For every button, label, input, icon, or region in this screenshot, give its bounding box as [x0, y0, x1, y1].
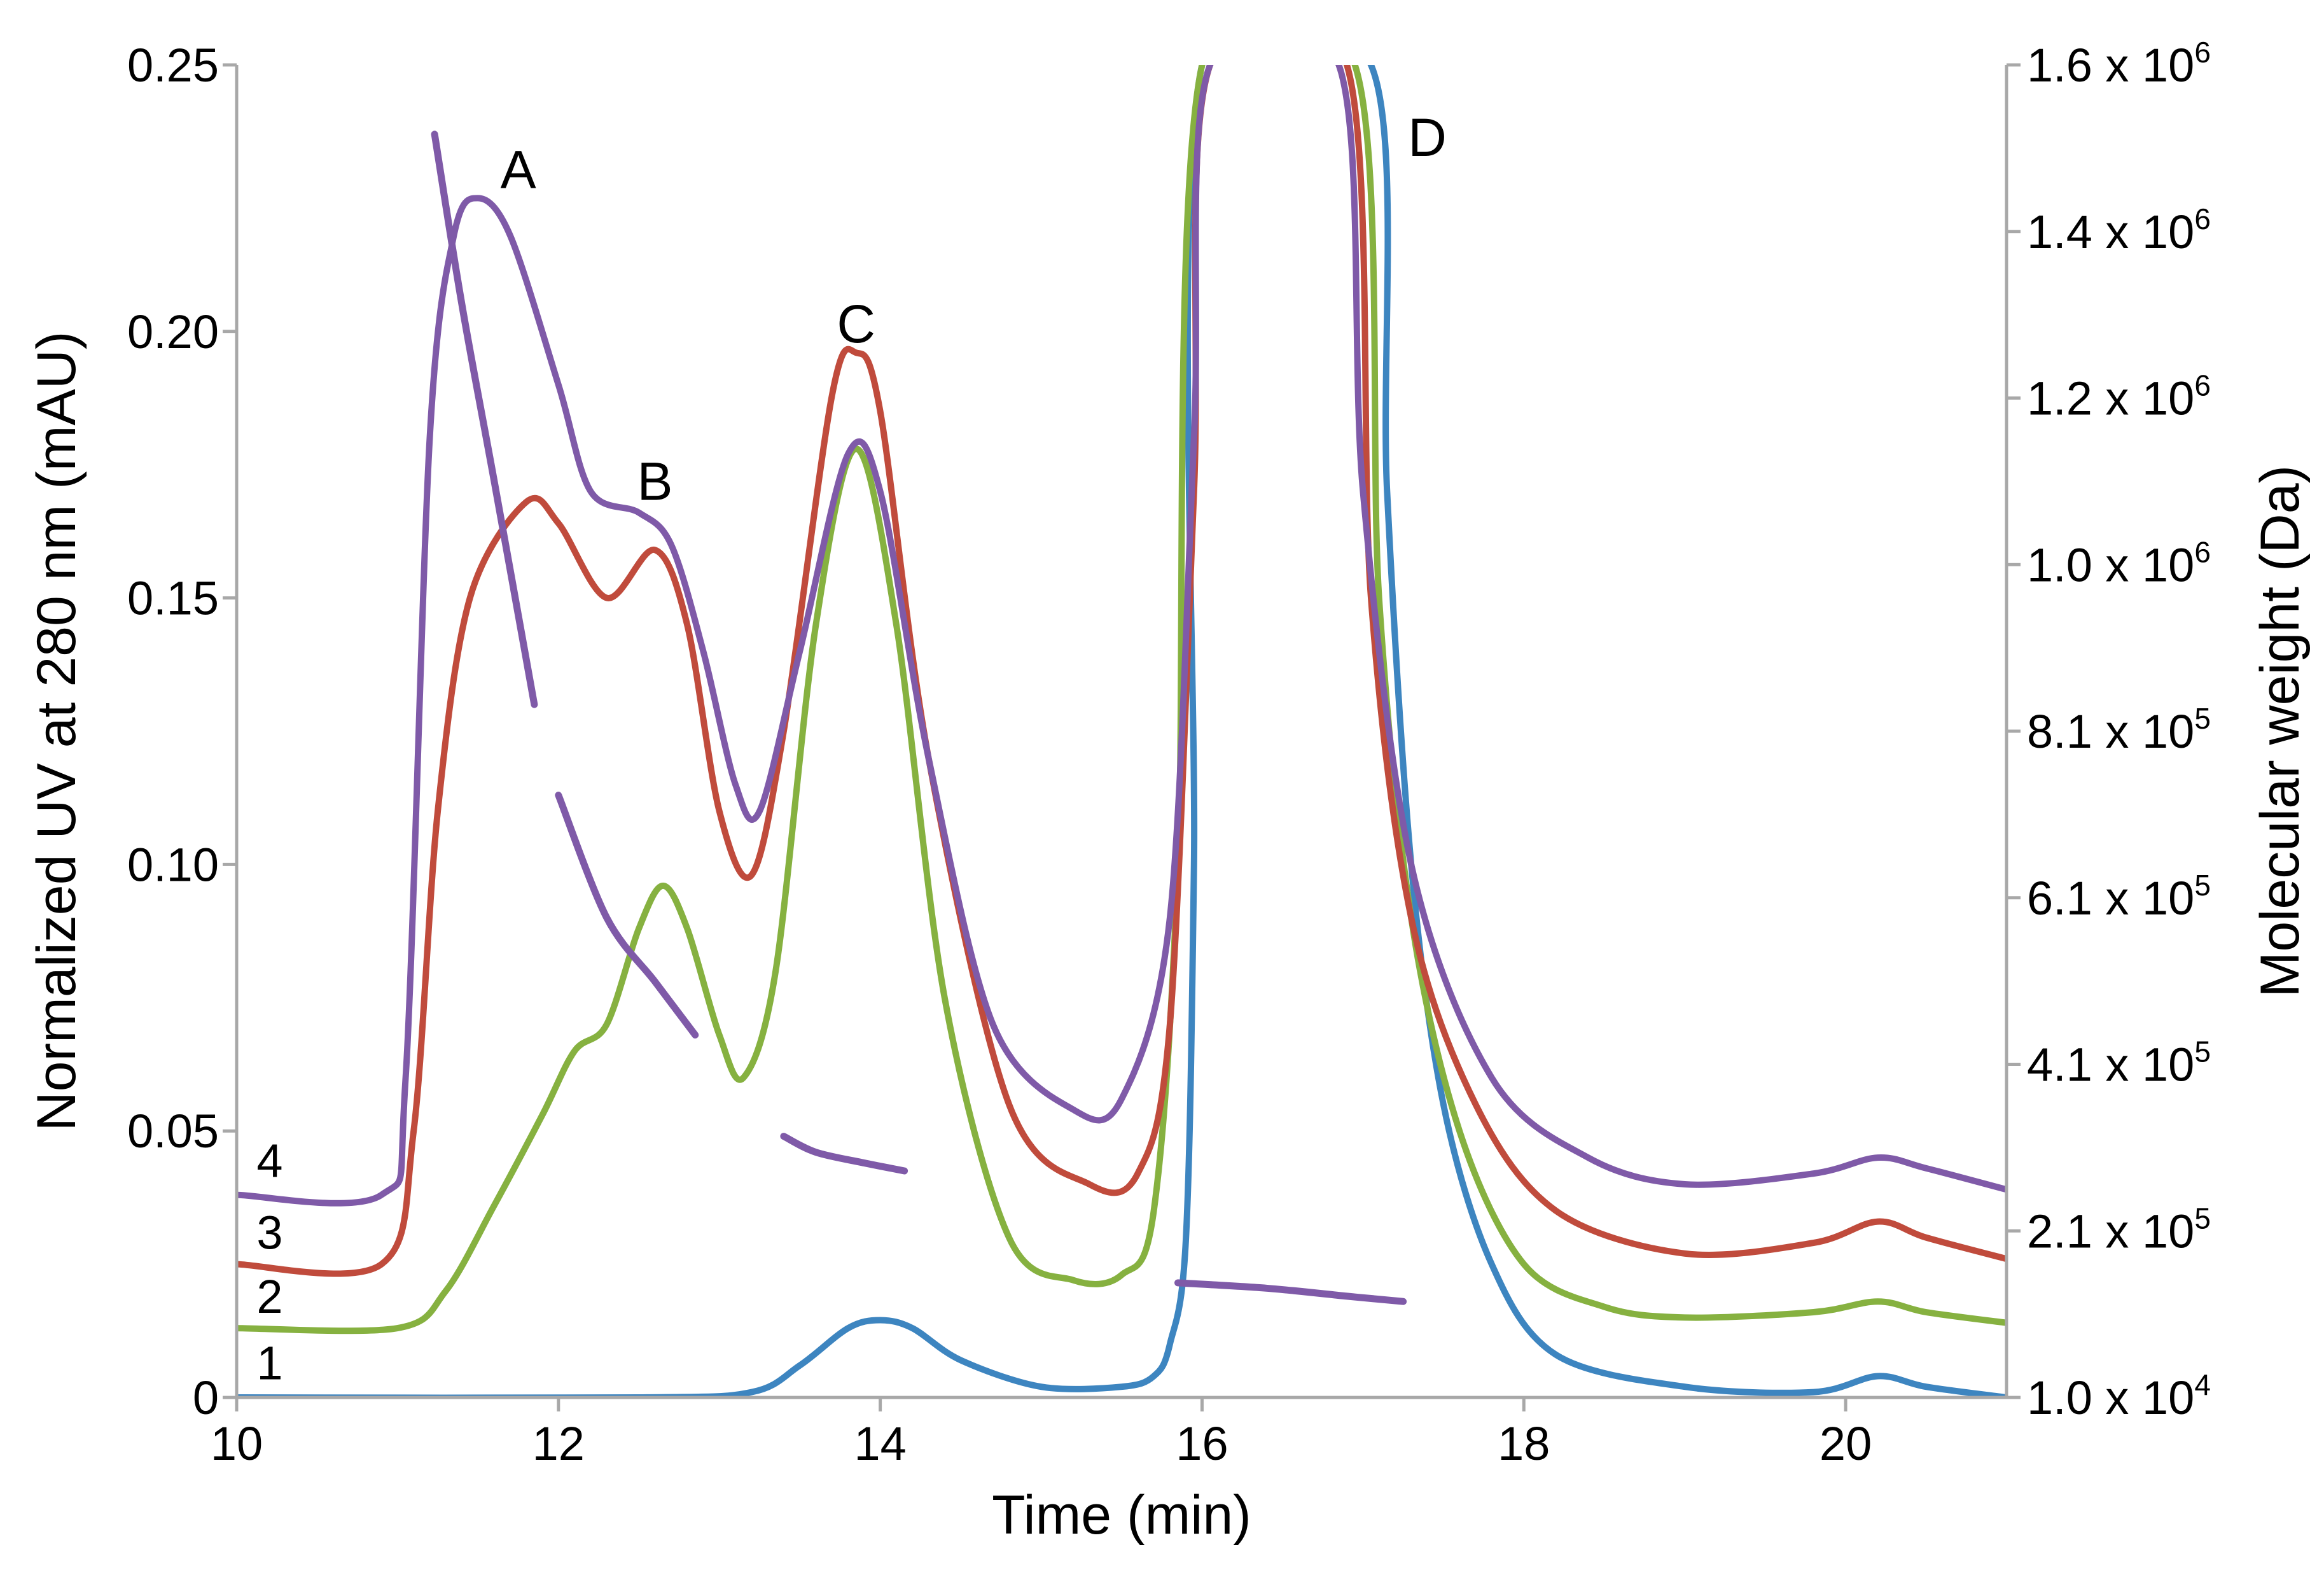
y2-tick-label: 8.1 x 105: [2027, 702, 2211, 758]
y2-tick-label: 1.2 x 106: [2027, 369, 2211, 425]
y2-tick-label: 6.1 x 105: [2027, 869, 2211, 925]
y-tick-label: 0: [193, 1371, 219, 1424]
peak-label-c: C: [837, 294, 875, 354]
y-axis-title: Normalized UV at 280 nm (mAU): [26, 332, 87, 1131]
y2-tick-label: 4.1 x 105: [2027, 1035, 2211, 1091]
molecular-weight-segment: [1174, 1279, 1407, 1305]
x-tick-label: 16: [1176, 1417, 1228, 1470]
molecular-weight-segment: [780, 1133, 908, 1175]
peak-labels: A B C D: [501, 108, 1447, 511]
x-tick-label: 20: [1820, 1417, 1872, 1470]
x-tick-label: 10: [211, 1417, 263, 1470]
trace-line-4: [237, 65, 2007, 1207]
molecular-weight-traces: [431, 130, 1407, 1305]
y2-tick-label: 1.4 x 106: [2027, 202, 2211, 258]
y-axis-ticks: 0 0.05 0.10 0.15 0.20 0.25: [127, 39, 237, 1424]
x-tick-label: 14: [854, 1417, 906, 1470]
x-axis-ticks: 10 12 14 16 18 20: [211, 1397, 1872, 1470]
y2-tick-label: 1.0 x 104: [2027, 1368, 2211, 1424]
molecular-weight-segment: [431, 130, 538, 708]
trace-number-labels: 1 2 3 4: [256, 1134, 282, 1389]
y2-tick-label: 2.1 x 105: [2027, 1201, 2211, 1257]
trace-number-label-2: 2: [256, 1270, 282, 1323]
y-tick-label: 0.20: [127, 305, 219, 358]
y2-axis-title: Molecular weight (Da): [2250, 465, 2311, 997]
x-axis-title: Time (min): [992, 1485, 1251, 1546]
peak-label-b: B: [637, 451, 673, 511]
y-tick-label: 0.10: [127, 838, 219, 891]
peak-label-a: A: [501, 139, 536, 199]
y2-tick-label: 1.0 x 106: [2027, 535, 2211, 591]
trace-line-2: [237, 65, 2007, 1334]
x-tick-label: 12: [532, 1417, 585, 1470]
y-tick-label: 0.25: [127, 39, 219, 92]
y2-axis-ticks: 1.0 x 104 2.1 x 105 4.1 x 105 6.1 x 105 8.1 …: [2007, 36, 2211, 1424]
uv-traces: [237, 65, 2007, 1397]
peak-label-d: D: [1408, 108, 1447, 167]
trace-number-label-1: 1: [256, 1337, 282, 1390]
trace-line-3: [237, 65, 2007, 1277]
trace-number-label-4: 4: [256, 1134, 282, 1187]
y-tick-label: 0.05: [127, 1105, 219, 1158]
x-tick-label: 18: [1498, 1417, 1550, 1470]
molecular-weight-segment: [555, 792, 699, 1039]
y-tick-label: 0.15: [127, 572, 219, 625]
y2-tick-label: 1.6 x 106: [2027, 36, 2211, 92]
trace-number-label-3: 3: [256, 1206, 282, 1259]
